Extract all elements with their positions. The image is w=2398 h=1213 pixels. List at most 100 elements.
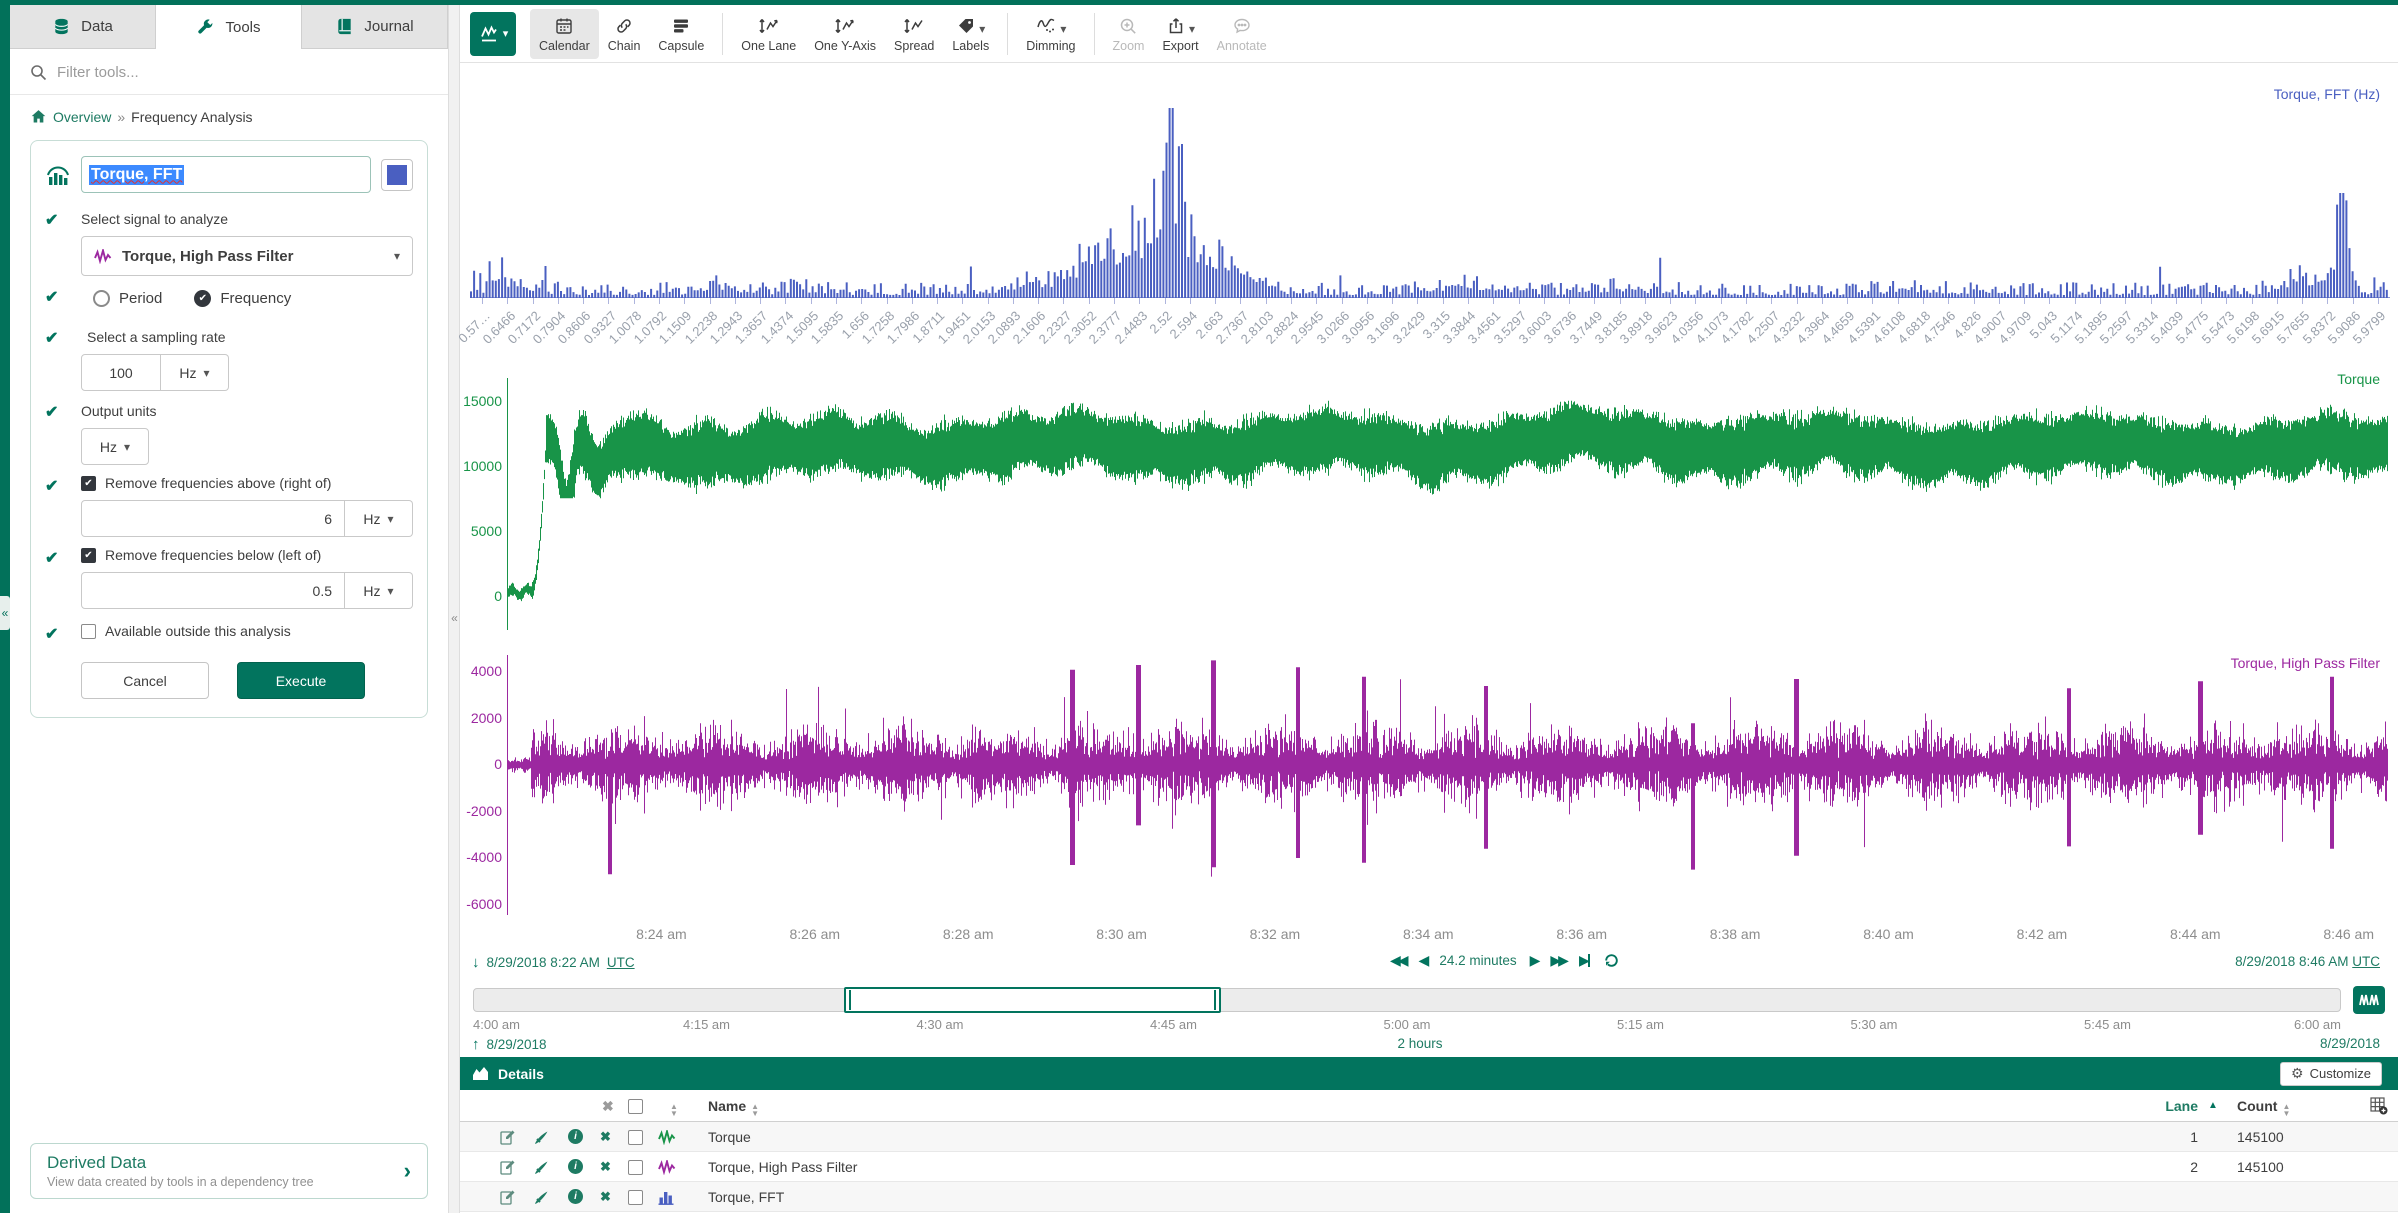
investigate-range-start-date[interactable]: 8/29/2018 (487, 1037, 547, 1052)
send-to-trend-icon[interactable] (534, 1152, 549, 1182)
info-icon[interactable]: i (568, 1189, 583, 1204)
fast-forward-button[interactable]: ▶▶ (1550, 952, 1566, 969)
skip-to-end-button[interactable]: ▶ (1579, 952, 1590, 969)
investigate-range-end-date[interactable]: 8/29/2018 (2320, 1036, 2380, 1051)
tab-data[interactable]: Data (10, 5, 156, 49)
hpf-chart[interactable] (508, 655, 2388, 915)
remove-icon[interactable]: ✖ (600, 1182, 611, 1212)
toolbar-one-lane-button[interactable]: One Lane (732, 9, 805, 59)
toolbar-calendar-button[interactable]: Calendar (530, 9, 599, 59)
tab-journal[interactable]: Journal (302, 5, 448, 49)
remove-above-input[interactable]: 6 (81, 500, 345, 537)
sampling-rate-unit-select[interactable]: Hz▾ (161, 354, 229, 391)
display-range-start-value[interactable]: 8/29/2018 8:22 AM (487, 955, 600, 970)
tab-tools[interactable]: Tools (156, 5, 302, 49)
remove-above-checkbox[interactable]: ✔ (81, 476, 96, 491)
filter-tools-input[interactable]: Filter tools... (57, 64, 139, 81)
view-mode-button[interactable]: ▾ (470, 12, 516, 56)
frequency-radio-label[interactable]: Frequency (220, 290, 291, 307)
remove-icon[interactable]: ✖ (600, 1152, 611, 1182)
result-name-input[interactable]: Torque, FFT (81, 156, 371, 193)
torque-chart[interactable] (508, 378, 2388, 630)
timeline-scrubber[interactable] (473, 988, 2341, 1012)
investigate-range-start[interactable]: ↑ 8/29/2018 (472, 1036, 547, 1053)
display-range-start[interactable]: ↓ 8/29/2018 8:22 AM UTC (472, 954, 635, 971)
display-range-end-value[interactable]: 8/29/2018 8:46 AM (2235, 954, 2348, 969)
customize-button[interactable]: ⚙ Customize (2280, 1062, 2382, 1086)
fft-axis-tick (1342, 298, 1343, 304)
row-checkbox[interactable] (628, 1130, 643, 1145)
row-checkbox[interactable] (628, 1160, 643, 1175)
derived-data-card[interactable]: Derived Data View data created by tools … (30, 1143, 428, 1199)
scrubber-time-label: 5:30 am (1851, 1017, 1898, 1032)
remove-below-unit-value: Hz (363, 583, 380, 599)
time-axis-label: 8:28 am (943, 926, 994, 942)
send-to-trend-icon[interactable] (534, 1182, 549, 1212)
output-units-select[interactable]: Hz▾ (81, 428, 149, 465)
refresh-icon[interactable] (1603, 952, 1620, 969)
sidebar-collapse-handle-left[interactable]: « (0, 596, 10, 630)
investigate-range-duration[interactable]: 2 hours (1397, 1036, 1442, 1051)
edit-icon[interactable] (500, 1182, 516, 1212)
fft-axis-tick (1291, 298, 1292, 304)
edit-icon[interactable] (500, 1152, 516, 1182)
table-row[interactable]: i✖Torque, High Pass Filter2145100 (460, 1152, 2398, 1182)
display-range-end-tz[interactable]: UTC (2352, 954, 2380, 969)
remove-icon[interactable]: ✖ (600, 1122, 611, 1152)
color-picker-button[interactable] (381, 159, 413, 191)
column-header-lane[interactable]: Lane (2100, 1090, 2198, 1122)
remove-below-input[interactable]: 0.5 (81, 572, 345, 609)
auto-update-icon[interactable] (2353, 986, 2385, 1014)
column-header-name[interactable]: Name▲▼ (708, 1090, 759, 1122)
toolbar-one-y-axis-button[interactable]: One Y-Axis (805, 9, 885, 59)
item-name[interactable]: Torque (708, 1122, 751, 1152)
send-to-trend-icon[interactable] (534, 1122, 549, 1152)
remove-below-checkbox[interactable]: ✔ (81, 548, 96, 563)
home-icon[interactable] (30, 108, 47, 125)
column-header-count[interactable]: Count▲▼ (2237, 1090, 2290, 1122)
display-range-start-tz[interactable]: UTC (607, 955, 635, 970)
toolbar-export-button[interactable]: ▾ Export (1153, 9, 1207, 59)
table-row[interactable]: i✖Torque1145100 (460, 1122, 2398, 1152)
cancel-button[interactable]: Cancel (81, 662, 209, 699)
info-icon[interactable]: i (568, 1129, 583, 1144)
item-count: 145100 (2237, 1152, 2284, 1182)
toolbar-capsule-button[interactable]: Capsule (649, 9, 713, 59)
display-range-end[interactable]: 8/29/2018 8:46 AM UTC (2235, 954, 2380, 969)
sampling-rate-input[interactable]: 100 (81, 354, 161, 391)
remove-above-unit-select[interactable]: Hz▾ (345, 500, 413, 537)
fft-axis-tick (1316, 298, 1317, 304)
fast-rewind-button[interactable]: ◀◀ (1390, 952, 1406, 969)
fft-axis-tick (2049, 298, 2050, 304)
item-name[interactable]: Torque, FFT (708, 1182, 784, 1212)
execute-button[interactable]: Execute (237, 662, 365, 699)
period-radio-label[interactable]: Period (119, 290, 162, 307)
signal-select[interactable]: Torque, High Pass Filter ▾ (81, 236, 413, 276)
breadcrumb-overview-link[interactable]: Overview (53, 109, 111, 125)
toolbar-spread-button[interactable]: Spread (885, 9, 943, 59)
step-back-button[interactable]: ◀ (1419, 952, 1427, 969)
row-checkbox[interactable] (628, 1190, 643, 1205)
toolbar-labels-button[interactable]: ▾ Labels (943, 9, 998, 59)
sort-icons[interactable]: ▲▼ (665, 1090, 678, 1122)
table-row[interactable]: i ✖ Torque, FFT (460, 1182, 2398, 1212)
item-name[interactable]: Torque, High Pass Filter (708, 1152, 857, 1182)
display-range-duration[interactable]: 24.2 minutes (1439, 953, 1516, 968)
period-radio[interactable] (93, 290, 110, 307)
remove-all-icon[interactable]: ✖ (602, 1090, 614, 1122)
available-outside-checkbox[interactable] (81, 624, 96, 639)
add-column-icon[interactable] (2370, 1097, 2388, 1115)
scrubber-time-label: 6:00 am (2294, 1017, 2341, 1032)
toolbar-chain-button[interactable]: Chain (599, 9, 650, 59)
edit-icon[interactable] (500, 1122, 516, 1152)
select-all-checkbox[interactable] (628, 1099, 643, 1114)
info-icon[interactable]: i (568, 1159, 583, 1174)
dimming-icon (1035, 16, 1057, 36)
fft-axis-label: 2.594 (1167, 308, 1201, 342)
step-forward-button[interactable]: ▶ (1530, 952, 1538, 969)
toolbar-dimming-button[interactable]: ▾ Dimming (1017, 9, 1084, 59)
timeline-selection[interactable] (844, 987, 1221, 1013)
fft-chart[interactable] (470, 100, 2390, 298)
frequency-radio[interactable]: ✔ (194, 290, 211, 307)
remove-below-unit-select[interactable]: Hz▾ (345, 572, 413, 609)
